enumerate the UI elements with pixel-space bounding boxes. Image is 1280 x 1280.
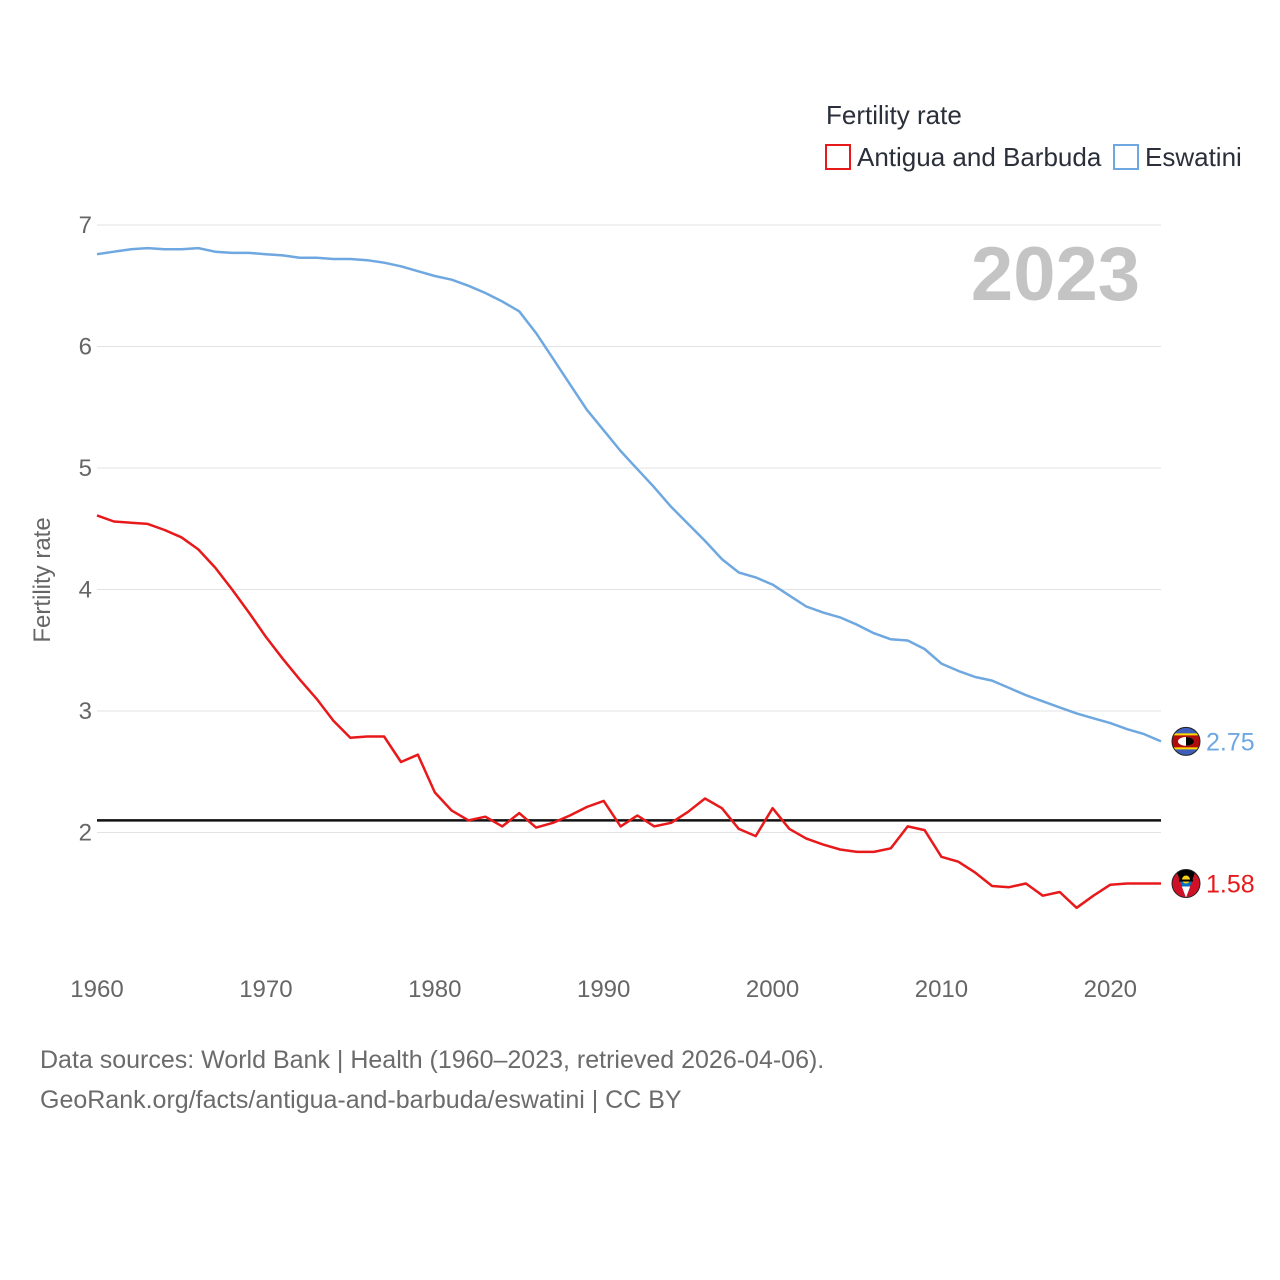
data-source-note: Data sources: World Bank | Health (1960–…	[40, 1040, 824, 1120]
gridlines	[97, 224, 1161, 833]
legend-swatch-antigua	[825, 144, 851, 170]
series-line-eswatini[interactable]	[96, 246, 1162, 743]
y-tick-label: 6	[79, 334, 92, 361]
legend-swatch-eswatini	[1113, 144, 1139, 170]
source-line-2[interactable]: GeoRank.org/facts/antigua-and-barbuda/es…	[40, 1086, 682, 1114]
fertility-rate-chart: Fertility rate Antigua and Barbuda Eswat…	[29, 100, 1255, 1003]
y-tick-label: 5	[79, 455, 92, 482]
legend-label-antigua: Antigua and Barbuda	[857, 142, 1102, 172]
x-tick-label: 2010	[915, 976, 968, 1003]
antigua-flag-icon	[1171, 869, 1201, 899]
eswatini-flag-icon	[1171, 726, 1201, 756]
y-tick-label: 4	[79, 577, 92, 604]
y-tick-label: 3	[79, 698, 92, 725]
x-tick-label: 2020	[1084, 976, 1137, 1003]
legend-item-antigua[interactable]: Antigua and Barbuda	[825, 142, 1102, 172]
legend-item-eswatini[interactable]: Eswatini	[1113, 142, 1242, 172]
y-axis-ticks: 2 3 4 5 6 7	[79, 212, 92, 847]
x-tick-label: 1980	[408, 976, 461, 1003]
x-axis-ticks: 1960 1970 1980 1990 2000 2010 2020	[70, 976, 1137, 1003]
y-axis-title: Fertility rate	[29, 517, 56, 642]
source-line-1: Data sources: World Bank | Health (1960–…	[40, 1046, 825, 1074]
year-watermark: 2023	[971, 232, 1140, 317]
x-tick-label: 1970	[239, 976, 292, 1003]
y-tick-label: 7	[79, 212, 92, 239]
series-line-antigua[interactable]	[96, 514, 1161, 910]
end-value-label-antigua: 1.58	[1206, 871, 1255, 899]
end-value-label-eswatini: 2.75	[1206, 728, 1255, 756]
x-tick-label: 1960	[70, 976, 123, 1003]
legend-label-eswatini: Eswatini	[1145, 142, 1242, 172]
legend-title: Fertility rate	[826, 100, 962, 130]
x-tick-label: 2000	[746, 976, 799, 1003]
y-tick-label: 2	[79, 820, 92, 847]
x-tick-label: 1990	[577, 976, 630, 1003]
